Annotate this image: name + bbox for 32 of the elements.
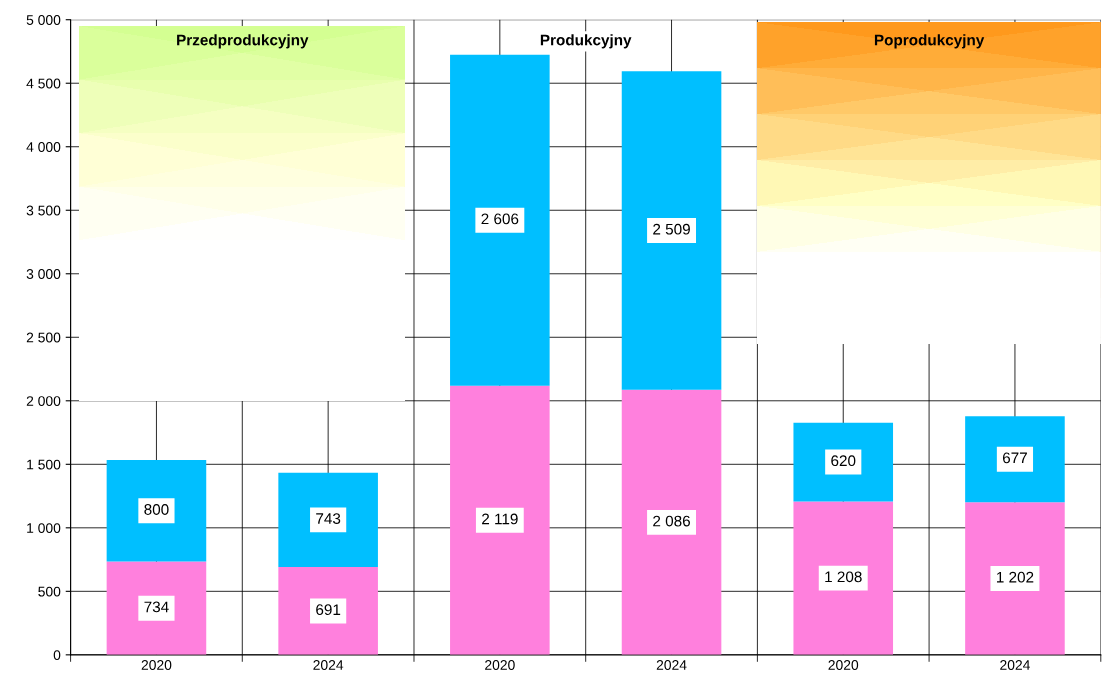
y-tick-label: 3 000 [26, 269, 61, 279]
x-tick-label: 2024 [656, 660, 687, 670]
y-tick-label: 0 [53, 650, 61, 661]
y-tick-label: 4 000 [26, 142, 61, 152]
data-label: 2 606 [481, 213, 519, 225]
data-label: 620 [831, 455, 856, 467]
data-label: 677 [1002, 452, 1027, 464]
data-label: 1 202 [996, 571, 1034, 583]
data-label: 1 208 [825, 571, 862, 583]
x-tick-label: 2020 [485, 660, 515, 670]
y-tick-label: 2 000 [26, 396, 61, 406]
data-label: 2 509 [653, 223, 690, 235]
y-tick-label: 5 000 [26, 15, 61, 25]
data-label: 2 119 [482, 513, 518, 525]
y-tick-label: 2 500 [26, 332, 61, 343]
y-tick-label: 1 500 [27, 459, 61, 470]
data-label: 2 086 [653, 515, 690, 527]
x-tick-label: 2020 [141, 660, 172, 670]
annotation: Produkcyjny [540, 34, 632, 49]
data-label: 743 [316, 513, 341, 524]
y-tick-label: 1 000 [27, 523, 61, 533]
x-tick-label: 2024 [313, 660, 344, 670]
annotation: Przedprodukcyjny [177, 34, 309, 49]
x-tick-label: 2024 [1000, 660, 1030, 670]
y-tick-label: 3 500 [26, 205, 61, 216]
data-label: 691 [316, 604, 341, 616]
y-tick-label: 4 500 [26, 78, 61, 89]
y-tick-label: 500 [38, 586, 61, 597]
data-label: 800 [144, 504, 169, 515]
x-tick-label: 2020 [828, 660, 859, 670]
annotation: Poprodukcyjny [874, 34, 985, 49]
data-label: 734 [144, 601, 169, 613]
